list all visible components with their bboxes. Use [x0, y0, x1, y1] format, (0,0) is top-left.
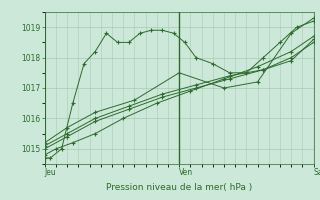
X-axis label: Pression niveau de la mer( hPa ): Pression niveau de la mer( hPa ) — [106, 183, 252, 192]
